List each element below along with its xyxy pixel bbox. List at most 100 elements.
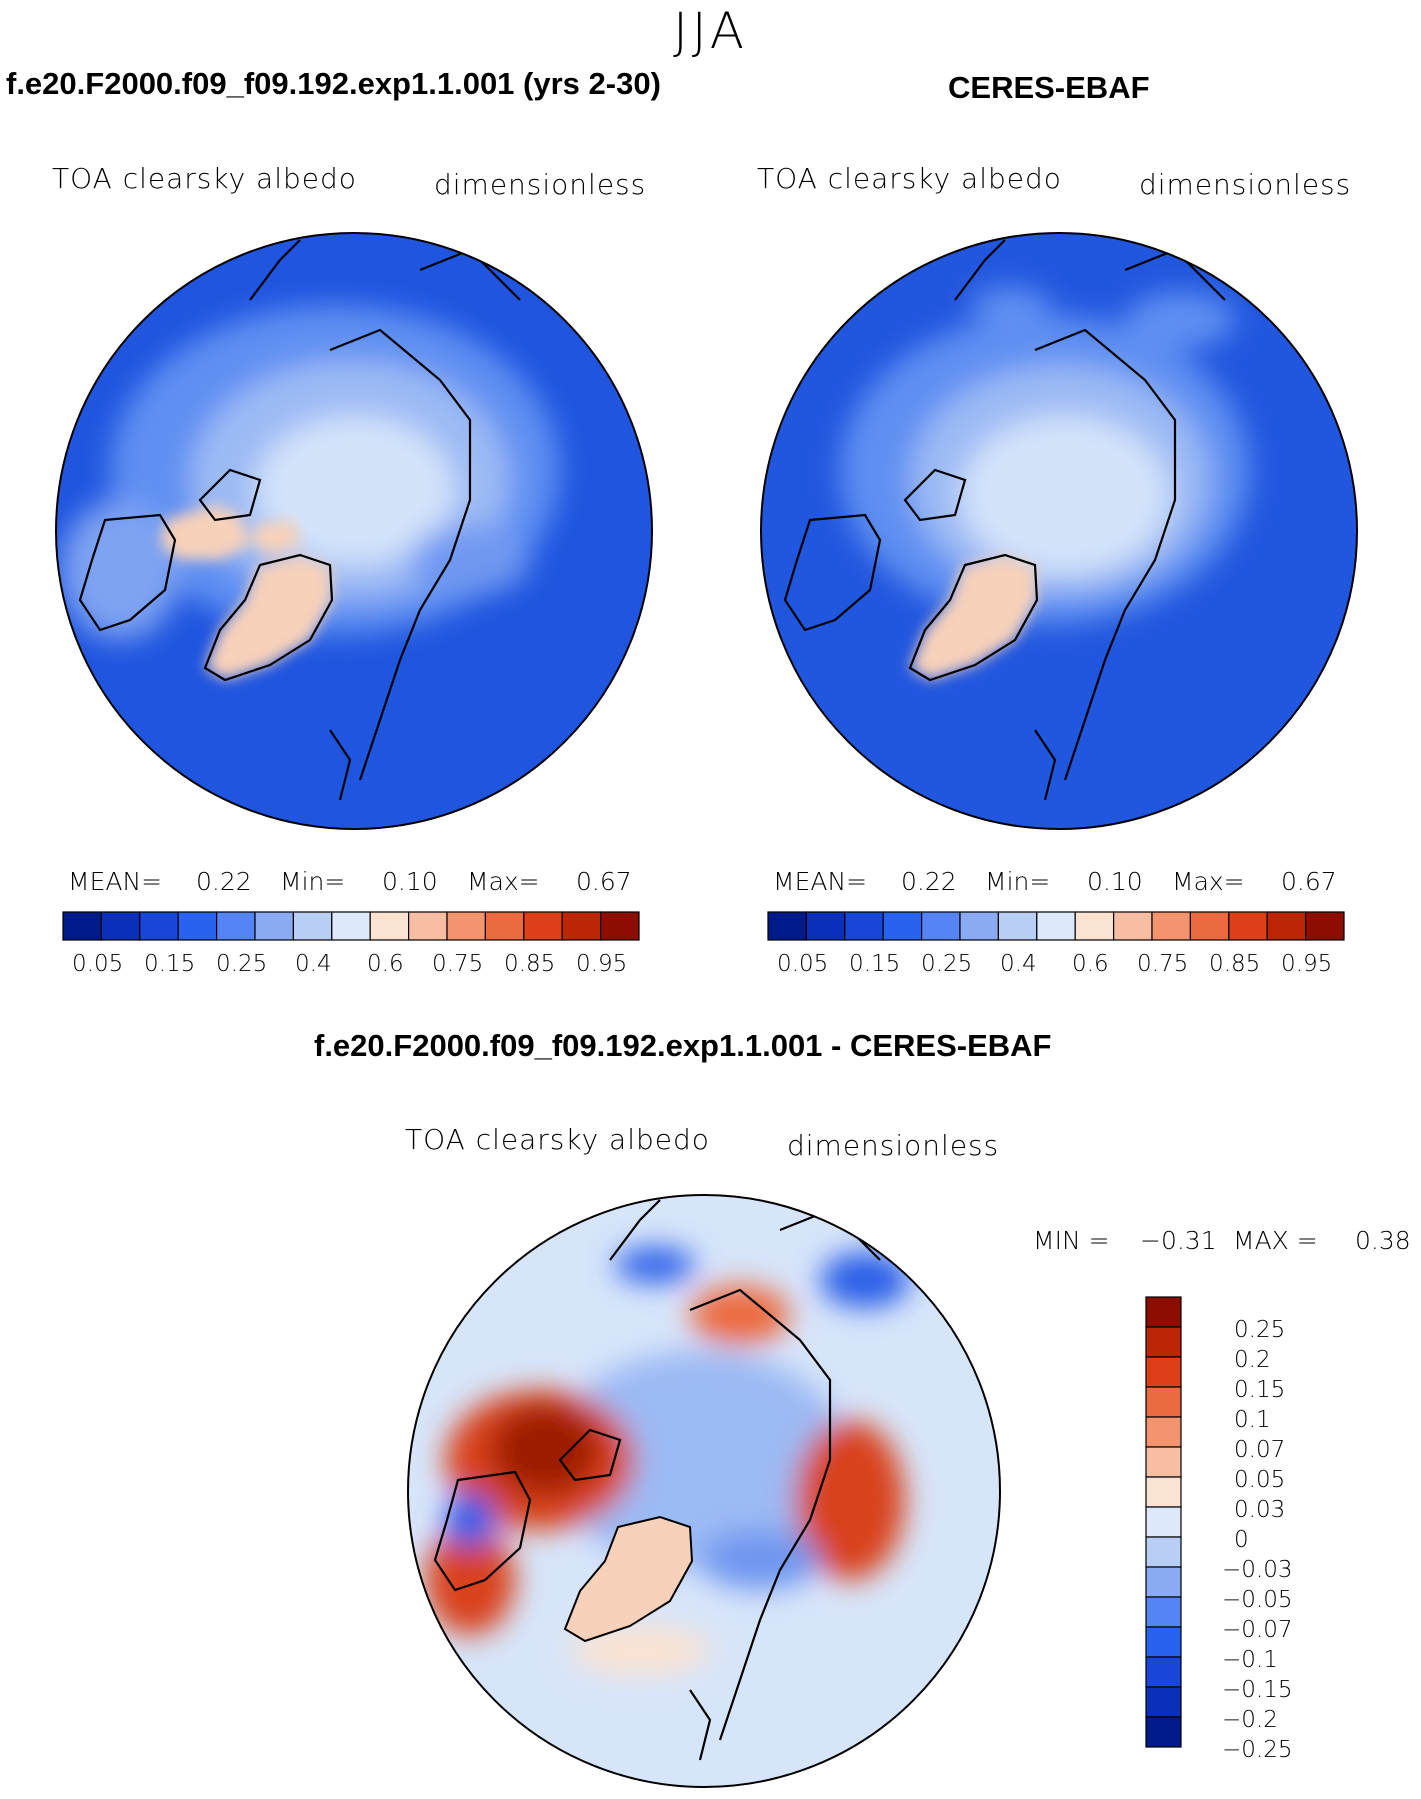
coastline	[78, 239, 521, 801]
colorbar-swatch	[1145, 1506, 1182, 1538]
albedo-field	[840, 287, 1250, 625]
diff-cbar-tick: −0.03	[1222, 1557, 1293, 1583]
diff-panel-title: f.e20.F2000.f09_f09.192.exp1.1.001 - CER…	[314, 1028, 1052, 1063]
colorbar-swatch	[1228, 911, 1268, 941]
colorbar-swatch	[1304, 911, 1345, 941]
obs-map-border	[760, 232, 1358, 830]
colorbar-swatch	[1074, 911, 1115, 941]
colorbar-swatch	[1112, 911, 1153, 941]
obs-mean-value: 0.22	[901, 867, 957, 896]
model-map-border	[55, 232, 653, 830]
obs-units-label: dimensionless	[1139, 168, 1352, 201]
model-cbar-tick: 0.05	[72, 951, 124, 977]
diff-cbar-tick: −0.25	[1222, 1737, 1293, 1763]
difference-map-border	[407, 1194, 1001, 1788]
season-title: JJA	[673, 2, 748, 60]
model-min-label: Min=	[280, 867, 346, 896]
colorbar-swatch	[844, 911, 884, 941]
model-cbar-tick: 0.75	[432, 951, 484, 977]
model-cbar-tick: 0.85	[504, 951, 556, 977]
obs-min-label: Min=	[985, 867, 1051, 896]
colorbar-swatch	[1189, 911, 1230, 941]
diff-min-label: MIN =	[1033, 1226, 1110, 1255]
diff-units-label: dimensionless	[787, 1129, 1000, 1162]
colorbar-swatch	[369, 911, 410, 941]
colorbar-swatch	[446, 911, 487, 941]
diff-cbar-tick: 0.03	[1234, 1497, 1286, 1523]
model-polar-map	[56, 233, 652, 829]
difference-colorbar	[1145, 1296, 1182, 1748]
colorbar-swatch	[920, 911, 961, 941]
model-min-value: 0.10	[382, 867, 438, 896]
colorbar-swatch	[292, 911, 333, 941]
obs-min-value: 0.10	[1087, 867, 1143, 896]
colorbar-swatch	[599, 911, 640, 941]
coastline	[433, 1199, 881, 1761]
model-max-label: Max=	[467, 867, 540, 896]
colorbar-swatch	[1145, 1686, 1182, 1718]
obs-panel-title: CERES-EBAF	[948, 70, 1150, 105]
diff-cbar-tick: −0.07	[1222, 1617, 1293, 1643]
diff-cbar-tick: −0.05	[1222, 1587, 1293, 1613]
diff-min-value: −0.31	[1140, 1226, 1217, 1255]
colorbar-swatch	[1036, 911, 1076, 941]
colorbar-swatch	[1145, 1566, 1182, 1598]
model-variable-label: TOA clearsky albedo	[52, 162, 357, 195]
colorbar-swatch	[959, 911, 1000, 941]
diff-cbar-tick: −0.2	[1222, 1707, 1278, 1733]
colorbar-swatch	[1145, 1536, 1182, 1568]
colorbar-swatch	[1145, 1386, 1182, 1418]
colorbar-swatch	[1145, 1356, 1182, 1388]
obs-cbar-tick: 0.95	[1281, 951, 1333, 977]
diff-variable-label: TOA clearsky albedo	[405, 1123, 710, 1156]
greenland-difference	[563, 1515, 694, 1643]
difference-field	[425, 1247, 910, 1675]
model-cbar-tick: 0.4	[295, 951, 332, 977]
diff-cbar-tick: 0.15	[1234, 1377, 1286, 1403]
model-panel-title: f.e20.F2000.f09_f09.192.exp1.1.001 (yrs …	[6, 66, 661, 101]
colorbar-swatch	[1145, 1656, 1182, 1688]
diff-cbar-tick: −0.15	[1222, 1677, 1293, 1703]
colorbar-swatch	[1266, 911, 1307, 941]
diff-cbar-tick: 0.07	[1234, 1437, 1286, 1463]
colorbar-swatch	[216, 911, 256, 941]
colorbar-swatch	[805, 911, 846, 941]
colorbar-swatch	[484, 911, 525, 941]
colorbar-swatch	[1145, 1416, 1182, 1448]
obs-cbar-tick: 0.25	[921, 951, 973, 977]
obs-max-value: 0.67	[1281, 867, 1337, 896]
obs-cbar-tick: 0.85	[1209, 951, 1261, 977]
colorbar-swatch	[882, 911, 923, 941]
colorbar-swatch	[523, 911, 563, 941]
obs-cbar-tick: 0.05	[777, 951, 829, 977]
obs-polar-map	[761, 233, 1357, 829]
colorbar-swatch	[1151, 911, 1192, 941]
colorbar-swatch	[561, 911, 602, 941]
diff-cbar-tick: 0.1	[1234, 1407, 1271, 1433]
colorbar-swatch	[997, 911, 1038, 941]
diff-cbar-tick: 0.05	[1234, 1467, 1286, 1493]
diff-cbar-tick: 0.2	[1234, 1347, 1271, 1373]
model-units-label: dimensionless	[434, 168, 647, 201]
difference-polar-map	[408, 1195, 1000, 1787]
model-cbar-tick: 0.25	[216, 951, 268, 977]
colorbar-swatch	[1145, 1596, 1182, 1628]
colorbar-swatch	[100, 911, 141, 941]
model-mean-label: MEAN=	[68, 867, 163, 896]
obs-mean-label: MEAN=	[773, 867, 868, 896]
obs-cbar-tick: 0.75	[1137, 951, 1189, 977]
obs-variable-label: TOA clearsky albedo	[757, 162, 1062, 195]
diff-cbar-tick: 0	[1234, 1527, 1249, 1553]
diff-max-value: 0.38	[1355, 1226, 1411, 1255]
obs-cbar-tick: 0.6	[1072, 951, 1109, 977]
obs-cbar-tick: 0.15	[849, 951, 901, 977]
diff-cbar-tick: −0.1	[1222, 1647, 1278, 1673]
colorbar-swatch	[1145, 1626, 1182, 1658]
model-cbar-tick: 0.6	[367, 951, 404, 977]
colorbar-swatch	[62, 911, 103, 941]
model-cbar-tick: 0.95	[576, 951, 628, 977]
colorbar-swatch	[767, 911, 808, 941]
ice-sheets	[910, 556, 1037, 680]
colorbar-swatch	[1145, 1326, 1182, 1358]
